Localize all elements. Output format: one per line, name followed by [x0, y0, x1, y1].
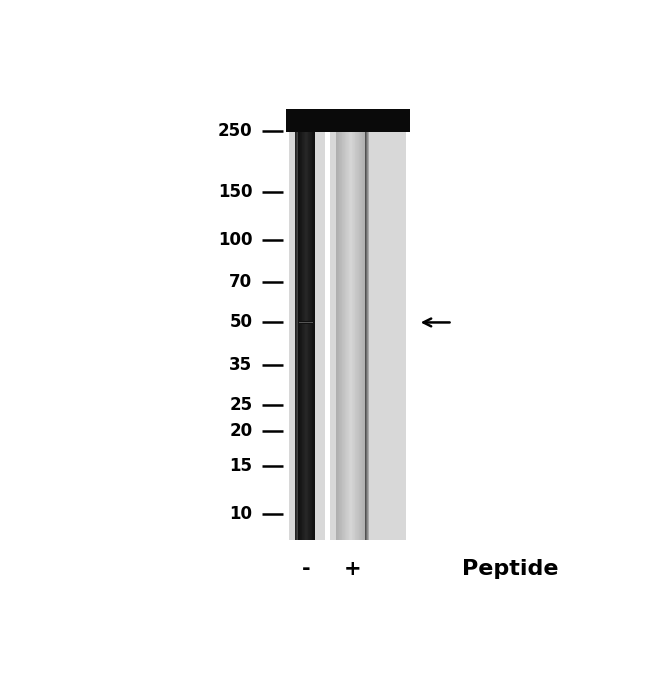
Bar — [359, 109, 360, 541]
Text: -: - — [302, 559, 311, 579]
Bar — [294, 109, 295, 541]
Bar — [361, 109, 363, 541]
Bar — [365, 109, 366, 541]
Bar — [350, 109, 351, 541]
Bar — [295, 109, 296, 541]
Bar — [352, 109, 353, 541]
Bar — [363, 109, 364, 541]
Bar — [340, 109, 341, 541]
Bar — [301, 109, 302, 541]
Bar — [357, 109, 358, 541]
Bar — [364, 109, 365, 541]
Bar — [343, 109, 344, 541]
Bar — [299, 322, 313, 323]
Bar — [337, 109, 338, 541]
Bar — [296, 109, 297, 541]
Text: 15: 15 — [229, 457, 252, 475]
Bar — [351, 109, 352, 541]
Bar — [298, 109, 299, 541]
Bar — [336, 109, 337, 541]
Text: 100: 100 — [218, 231, 252, 249]
Bar — [297, 109, 298, 541]
Bar — [358, 109, 359, 541]
Bar — [289, 109, 406, 541]
Bar — [346, 109, 347, 541]
Bar — [338, 109, 339, 541]
Bar — [360, 109, 361, 541]
Bar — [310, 109, 311, 541]
Text: 50: 50 — [229, 314, 252, 331]
Bar — [286, 109, 410, 132]
Bar — [345, 109, 346, 541]
Bar — [326, 109, 330, 541]
Text: Peptide: Peptide — [462, 559, 558, 579]
Bar — [302, 109, 303, 541]
Bar — [306, 109, 307, 541]
Bar — [300, 109, 301, 541]
Text: 250: 250 — [218, 122, 252, 140]
Text: 20: 20 — [229, 423, 252, 440]
Bar — [309, 109, 310, 541]
Bar — [354, 109, 355, 541]
Bar — [313, 109, 314, 541]
Bar — [348, 109, 349, 541]
Text: 35: 35 — [229, 356, 252, 374]
Bar — [298, 321, 315, 324]
Text: 10: 10 — [229, 505, 252, 523]
Bar — [314, 109, 315, 541]
Bar — [347, 109, 348, 541]
Text: 150: 150 — [218, 182, 252, 201]
Bar — [366, 109, 367, 541]
Bar — [356, 109, 357, 541]
Bar — [342, 109, 343, 541]
Bar — [353, 109, 354, 541]
Bar — [349, 109, 350, 541]
Bar — [344, 109, 345, 541]
Bar — [299, 109, 300, 541]
Bar — [367, 109, 368, 541]
Text: 25: 25 — [229, 396, 252, 414]
Bar — [368, 109, 369, 541]
Bar — [303, 109, 304, 541]
Bar — [307, 109, 309, 541]
Bar — [339, 109, 340, 541]
Bar — [355, 109, 356, 541]
Bar — [311, 109, 313, 541]
Text: 70: 70 — [229, 274, 252, 292]
Text: +: + — [344, 559, 361, 579]
Bar — [341, 109, 342, 541]
Bar — [304, 109, 305, 541]
